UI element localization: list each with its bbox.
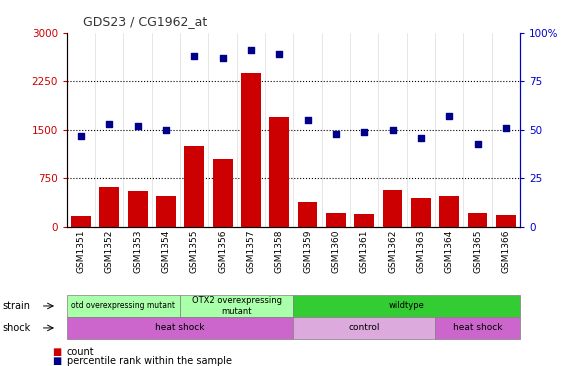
Bar bbox=[354, 214, 374, 227]
Bar bbox=[439, 196, 459, 227]
Text: otd overexpressing mutant: otd overexpressing mutant bbox=[71, 302, 175, 310]
Text: ■: ■ bbox=[52, 355, 62, 366]
Text: shock: shock bbox=[3, 323, 31, 333]
Text: percentile rank within the sample: percentile rank within the sample bbox=[67, 355, 232, 366]
Point bbox=[162, 127, 171, 133]
Bar bbox=[156, 196, 176, 227]
Text: GDS23 / CG1962_at: GDS23 / CG1962_at bbox=[83, 15, 207, 28]
Point bbox=[388, 127, 397, 133]
Bar bbox=[128, 191, 148, 227]
Bar bbox=[411, 198, 431, 227]
Point bbox=[501, 125, 511, 131]
Text: count: count bbox=[67, 347, 95, 357]
Bar bbox=[241, 73, 261, 227]
Point bbox=[133, 123, 142, 129]
Bar bbox=[184, 146, 204, 227]
Point bbox=[331, 131, 340, 137]
Text: heat shock: heat shock bbox=[453, 324, 502, 332]
Bar bbox=[297, 202, 317, 227]
Text: heat shock: heat shock bbox=[155, 324, 205, 332]
Bar bbox=[71, 216, 91, 227]
Bar bbox=[496, 215, 516, 227]
Point bbox=[275, 51, 284, 57]
Text: control: control bbox=[349, 324, 380, 332]
Point bbox=[105, 121, 114, 127]
Point bbox=[360, 129, 369, 135]
Point bbox=[189, 53, 199, 59]
Point bbox=[473, 141, 482, 146]
Bar bbox=[468, 213, 487, 227]
Bar bbox=[383, 190, 403, 227]
Text: wildtype: wildtype bbox=[389, 302, 425, 310]
Point bbox=[444, 113, 454, 119]
Point bbox=[76, 133, 85, 139]
Text: strain: strain bbox=[3, 301, 31, 311]
Bar bbox=[326, 213, 346, 227]
Text: ■: ■ bbox=[52, 347, 62, 357]
Point bbox=[218, 55, 227, 61]
Point bbox=[303, 117, 312, 123]
Point bbox=[416, 135, 425, 141]
Point bbox=[246, 48, 256, 53]
Bar bbox=[99, 187, 119, 227]
Text: OTX2 overexpressing
mutant: OTX2 overexpressing mutant bbox=[192, 296, 282, 316]
Bar bbox=[270, 117, 289, 227]
Bar bbox=[213, 159, 232, 227]
